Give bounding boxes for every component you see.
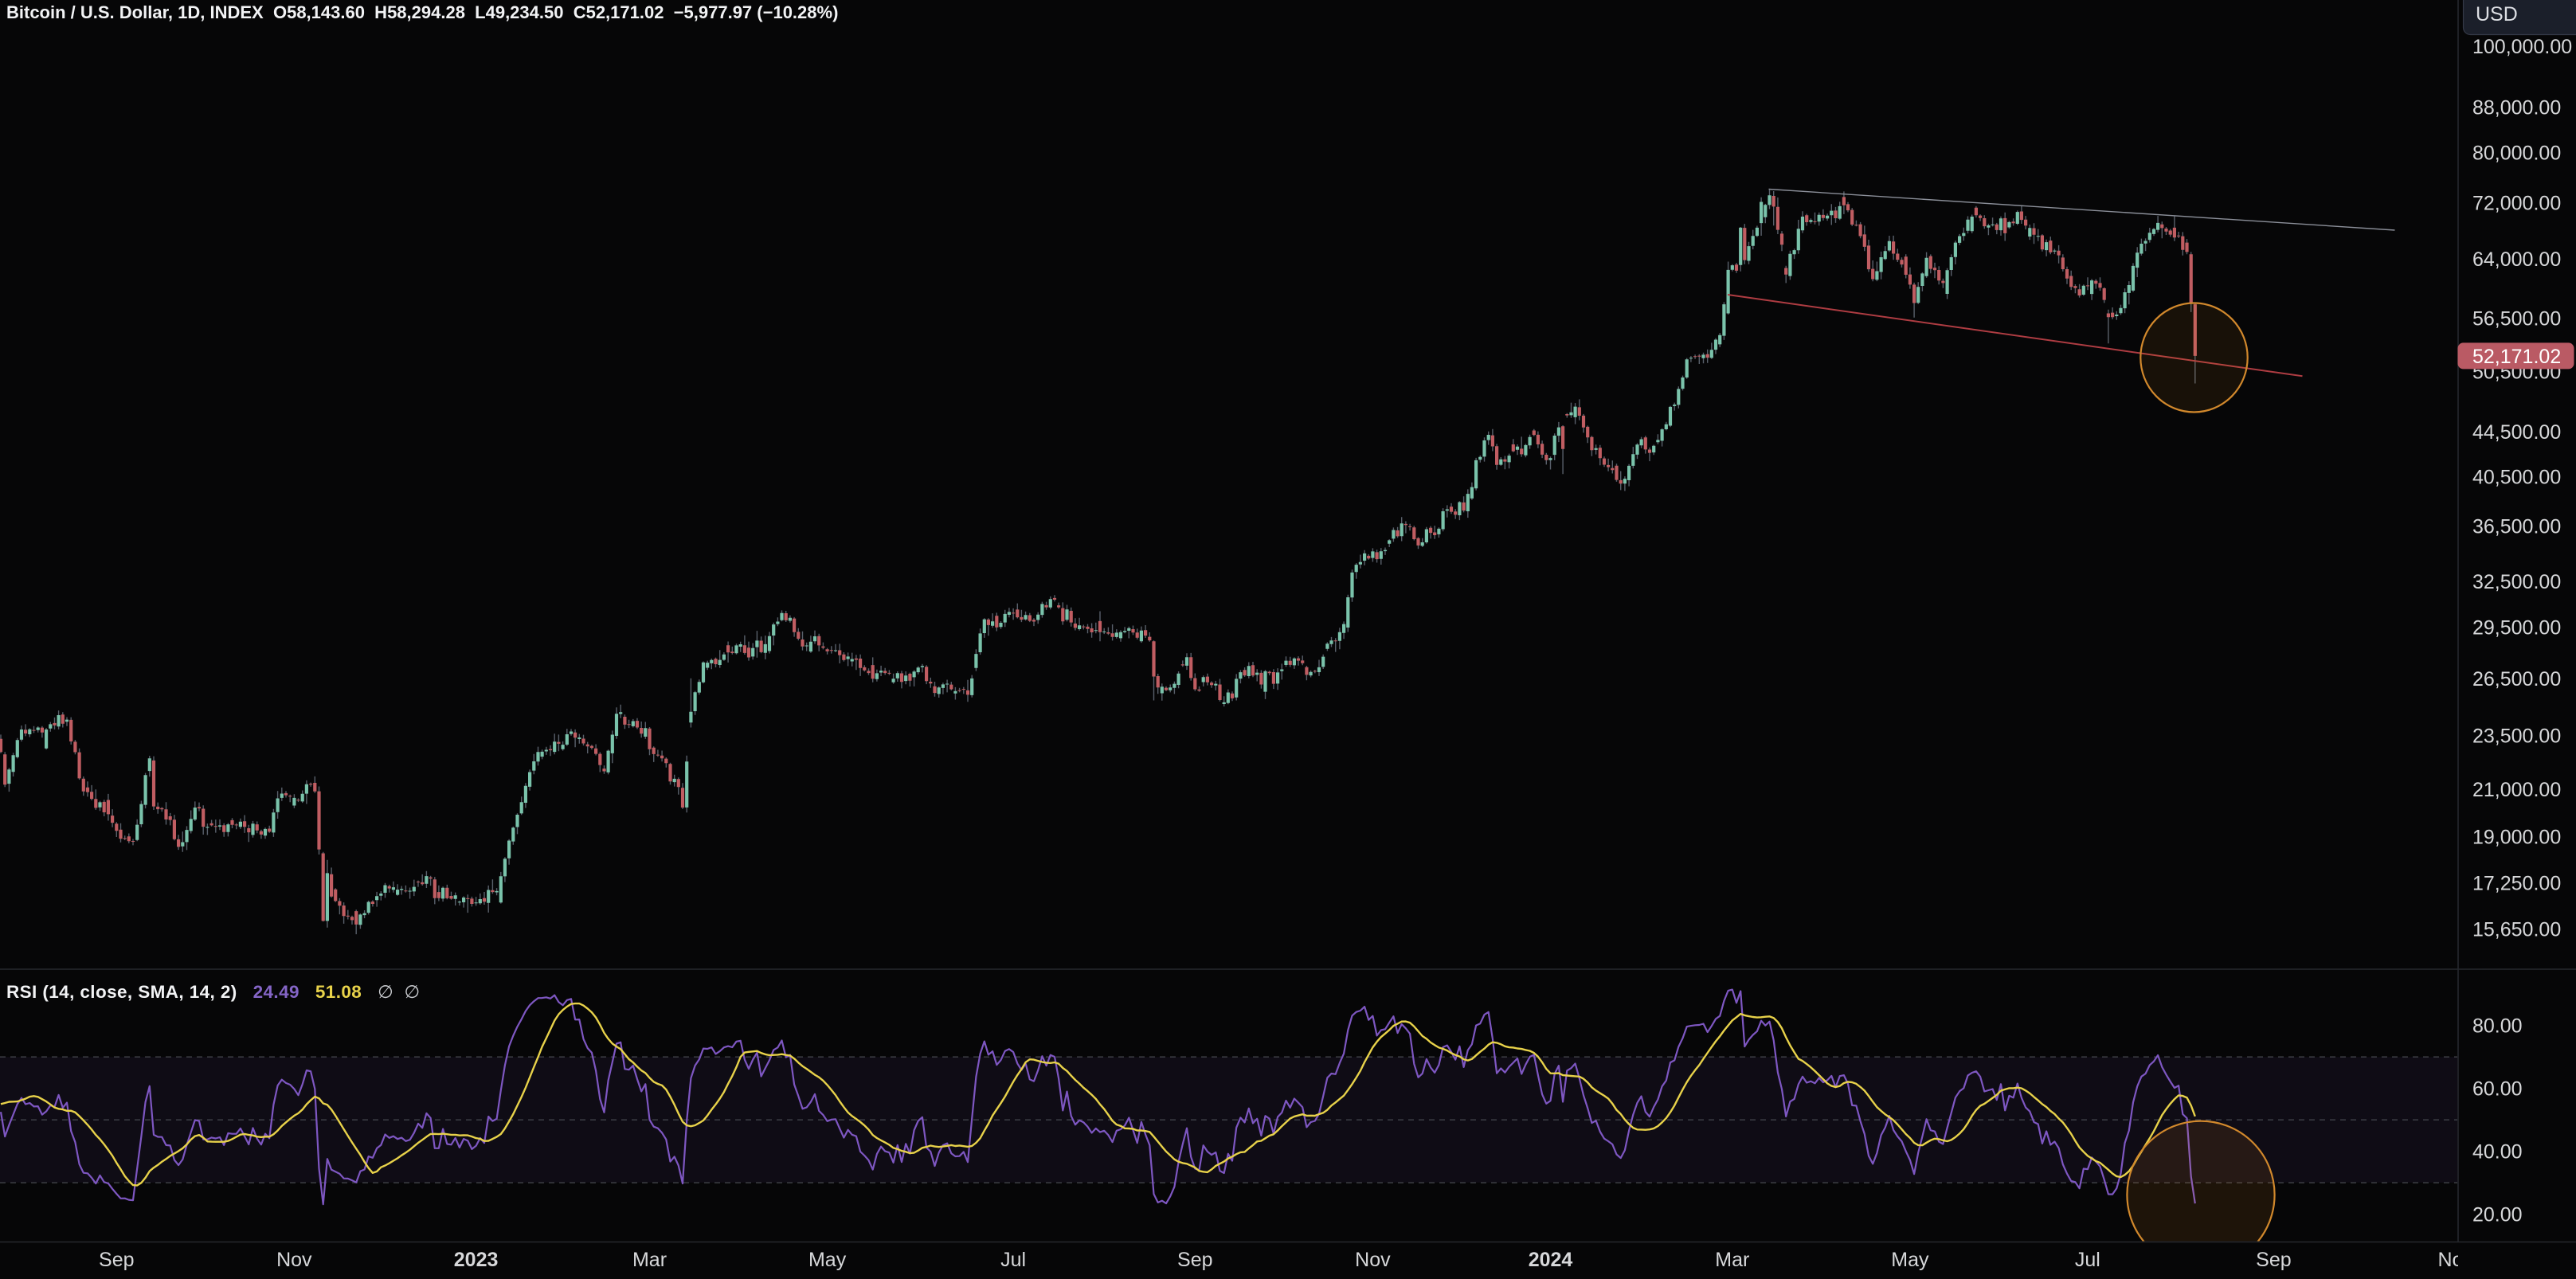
- svg-text:Nov: Nov: [2437, 1249, 2473, 1271]
- svg-text:56,500.00: 56,500.00: [2472, 307, 2561, 330]
- svg-text:Sep: Sep: [99, 1249, 134, 1271]
- svg-text:19,000.00: 19,000.00: [2472, 827, 2561, 849]
- svg-text:72,000.00: 72,000.00: [2472, 192, 2561, 214]
- svg-text:Jul: Jul: [2075, 1249, 2100, 1271]
- svg-text:88,000.00: 88,000.00: [2472, 96, 2561, 119]
- svg-text:Bitcoin / U.S. Dollar, 1D, IND: Bitcoin / U.S. Dollar, 1D, INDEX O58,143…: [6, 2, 838, 22]
- svg-text:May: May: [808, 1249, 847, 1271]
- svg-text:44,500.00: 44,500.00: [2472, 421, 2561, 444]
- svg-text:15,650.00: 15,650.00: [2472, 919, 2561, 941]
- svg-text:36,500.00: 36,500.00: [2472, 515, 2561, 538]
- svg-text:23,500.00: 23,500.00: [2472, 726, 2561, 748]
- svg-text:Sep: Sep: [1177, 1249, 1212, 1271]
- svg-text:2024: 2024: [1529, 1249, 1573, 1271]
- svg-text:17,250.00: 17,250.00: [2472, 872, 2561, 894]
- svg-text:Sep: Sep: [2256, 1249, 2291, 1271]
- svg-text:May: May: [1891, 1249, 1929, 1271]
- svg-text:40,500.00: 40,500.00: [2472, 466, 2561, 488]
- svg-text:2023: 2023: [454, 1249, 499, 1271]
- svg-text:80.00: 80.00: [2472, 1015, 2523, 1038]
- svg-text:26,500.00: 26,500.00: [2472, 668, 2561, 690]
- svg-text:20.00: 20.00: [2472, 1204, 2523, 1226]
- svg-text:Nov: Nov: [276, 1249, 312, 1271]
- svg-text:USD: USD: [2476, 3, 2518, 25]
- svg-text:Nov: Nov: [1355, 1249, 1391, 1271]
- svg-text:21,000.00: 21,000.00: [2472, 779, 2561, 801]
- svg-text:100,000.00: 100,000.00: [2472, 36, 2572, 58]
- svg-text:Mar: Mar: [632, 1249, 667, 1271]
- svg-text:RSI (14, close, SMA, 14, 2): RSI (14, close, SMA, 14, 2) 24.49 51.08 …: [6, 982, 420, 1002]
- svg-text:32,500.00: 32,500.00: [2472, 571, 2561, 593]
- svg-text:64,000.00: 64,000.00: [2472, 248, 2561, 271]
- svg-text:29,500.00: 29,500.00: [2472, 617, 2561, 640]
- svg-text:Jul: Jul: [1000, 1249, 1026, 1271]
- svg-text:Mar: Mar: [1715, 1249, 1749, 1271]
- svg-text:40.00: 40.00: [2472, 1141, 2523, 1164]
- svg-text:60.00: 60.00: [2472, 1078, 2523, 1101]
- svg-text:52,171.02: 52,171.02: [2472, 346, 2561, 368]
- svg-text:80,000.00: 80,000.00: [2472, 142, 2561, 164]
